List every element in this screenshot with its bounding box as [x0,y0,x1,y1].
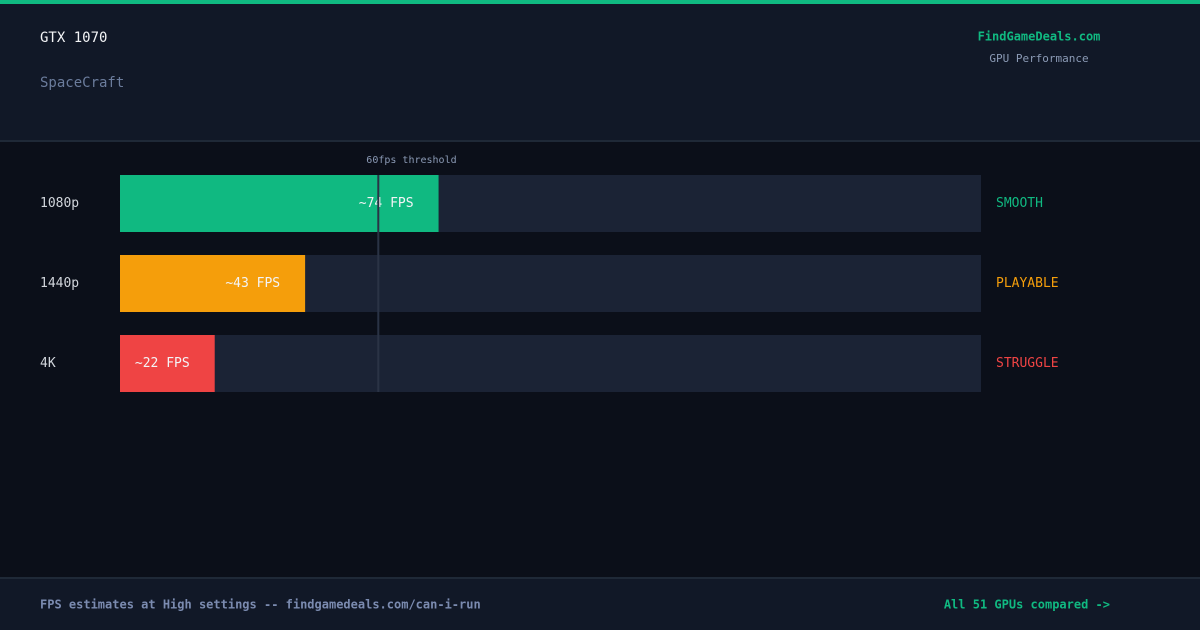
footer-link[interactable]: All 51 GPUs compared -> [944,598,1110,612]
header-border [0,140,1200,142]
bar [120,335,215,392]
threshold-label: 60fps threshold [366,155,456,166]
value-label: ~74 FPS [359,196,414,211]
brand-name[interactable]: FindGameDeals.com [978,30,1101,44]
category-label: 4K [40,356,56,371]
footer [0,578,1200,630]
bar-track [120,335,981,392]
chart-subtitle: SpaceCraft [40,75,124,91]
category-label: 1080p [40,196,79,211]
status-label: PLAYABLE [996,276,1059,291]
chart-title: GTX 1070 [40,30,107,46]
bar [120,255,306,312]
footer-border [0,577,1200,579]
status-label: SMOOTH [996,196,1043,211]
status-label: STRUGGLE [996,356,1059,371]
value-label: ~43 FPS [225,276,280,291]
accent-bar [0,0,1200,4]
bar [120,175,439,232]
footer-note: FPS estimates at High settings -- findga… [40,598,481,612]
category-label: 1440p [40,276,79,291]
header [0,0,1200,141]
brand-tagline: GPU Performance [989,52,1088,65]
value-label: ~22 FPS [135,356,190,371]
